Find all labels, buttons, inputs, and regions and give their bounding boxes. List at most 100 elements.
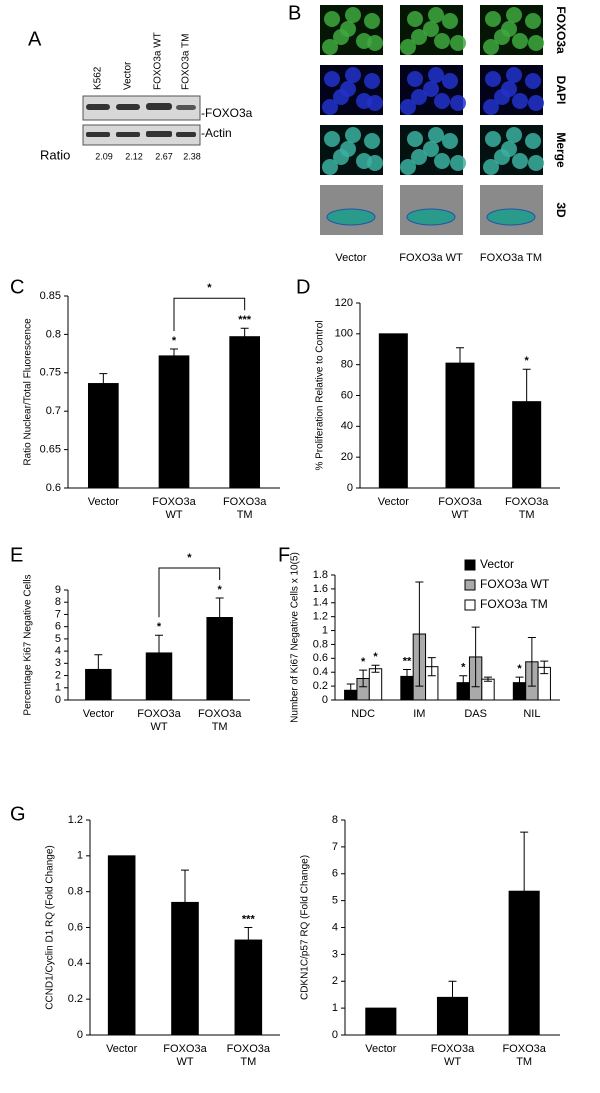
- column-label: FOXO3a TM: [480, 252, 542, 264]
- y-tick-label: 0.2: [313, 680, 328, 692]
- cell: [528, 35, 544, 51]
- panel-letter: A: [28, 28, 42, 50]
- bar: [365, 1007, 397, 1036]
- y-tick-label: 0.75: [40, 367, 61, 379]
- ratio-value: 2.12: [125, 151, 143, 161]
- error-bar: [427, 657, 436, 677]
- x-tick-label: FOXO3a TM: [226, 1043, 271, 1068]
- y-tick-label: 0: [77, 1029, 83, 1041]
- legend-label: FOXO3a TM: [480, 597, 548, 611]
- y-tick-label: 8: [332, 814, 338, 826]
- cell: [400, 39, 416, 55]
- x-tick-label: Vector: [82, 708, 114, 720]
- y-tick-label: 0: [322, 694, 328, 706]
- significance: *: [361, 656, 366, 668]
- row-label: 3D: [554, 202, 568, 218]
- y-tick-label: 0.4: [313, 666, 328, 678]
- bracket-label: *: [207, 282, 212, 294]
- y-tick-label: 6: [55, 621, 61, 633]
- cell: [367, 95, 383, 111]
- cell: [501, 21, 517, 37]
- y-tick-label: 40: [341, 420, 353, 432]
- error-bar: [415, 581, 424, 687]
- cell: [340, 81, 356, 97]
- cell: [340, 21, 356, 37]
- error-bar: [359, 669, 368, 688]
- error-bar: [459, 675, 468, 691]
- cell: [442, 13, 458, 29]
- panel-letter: E: [10, 544, 23, 566]
- y-tick-label: 100: [335, 328, 353, 340]
- legend-label: Vector: [480, 557, 514, 571]
- cell: [423, 81, 439, 97]
- cell: [512, 33, 528, 49]
- cell: [434, 93, 450, 109]
- y-tick-label: 3: [55, 657, 61, 669]
- error-bar: [240, 327, 249, 346]
- surface-3d: [486, 208, 536, 226]
- x-tick-label: FOXO3a TM: [222, 496, 267, 521]
- error-bar: [484, 676, 492, 682]
- significance: *: [157, 621, 162, 633]
- y-tick-label: 1.8: [313, 569, 328, 581]
- y-tick-label: 9: [55, 584, 61, 596]
- y-axis-label: Number of Ki67 Negative Cells x 10(5): [290, 552, 301, 723]
- y-tick-label: 1: [322, 624, 328, 636]
- x-tick-label: Vector: [106, 1043, 138, 1055]
- significance: *: [517, 663, 522, 675]
- cell: [434, 33, 450, 49]
- error-bar: [448, 980, 457, 1014]
- y-tick-label: 0.6: [46, 482, 61, 494]
- panel-letter: D: [296, 276, 310, 298]
- cell: [485, 131, 501, 147]
- bar: [229, 336, 261, 489]
- y-tick-label: 60: [341, 389, 353, 401]
- bar: [158, 355, 190, 489]
- error-bar: [155, 634, 163, 672]
- cell: [345, 67, 361, 83]
- x-tick-label: IM: [413, 708, 426, 720]
- error-bar: [527, 637, 536, 687]
- cell: [322, 39, 338, 55]
- blot-frame: [82, 124, 201, 146]
- bracket: [158, 567, 221, 618]
- y-tick-label: 4: [332, 921, 338, 933]
- blot-bands: [86, 103, 196, 137]
- lane-label: K562: [93, 66, 104, 90]
- cell: [324, 71, 340, 87]
- x-tick-label: FOXO3a WT: [152, 496, 196, 521]
- error-bar: [403, 668, 411, 684]
- significance: *: [373, 651, 378, 663]
- column-label: FOXO3a WT: [399, 252, 463, 264]
- cell: [428, 67, 444, 83]
- error-bar: [522, 368, 531, 435]
- y-tick-label: 0.6: [313, 652, 328, 664]
- cell: [428, 127, 444, 143]
- cell: [340, 141, 356, 157]
- row-label: Merge: [554, 132, 568, 168]
- error-bar: [520, 831, 529, 951]
- lane-label: Vector: [123, 61, 134, 90]
- y-tick-label: 0: [55, 694, 61, 706]
- significance: *: [218, 584, 223, 596]
- row-label: DAPI: [554, 76, 568, 105]
- x-tick-label: FOXO3a WT: [163, 1043, 207, 1068]
- ratio-value: 2.09: [95, 151, 113, 161]
- bar: [85, 668, 112, 701]
- cell: [483, 159, 499, 175]
- panel-letter: G: [10, 803, 26, 825]
- lane-label: FOXO3a TM: [181, 34, 192, 91]
- panel-letter: B: [288, 2, 301, 24]
- y-tick-label: 5: [332, 895, 338, 907]
- y-tick-label: 7: [332, 841, 338, 853]
- error-bar: [170, 348, 178, 364]
- error-bar: [94, 654, 103, 685]
- y-tick-label: 0.4: [68, 957, 83, 969]
- cell: [501, 81, 517, 97]
- significance: *: [525, 355, 530, 367]
- ratio-label: Ratio: [40, 147, 70, 162]
- x-tick-label: Vector: [377, 496, 409, 508]
- cell: [324, 11, 340, 27]
- cell: [506, 67, 522, 83]
- band-label: -FOXO3a: [201, 106, 253, 120]
